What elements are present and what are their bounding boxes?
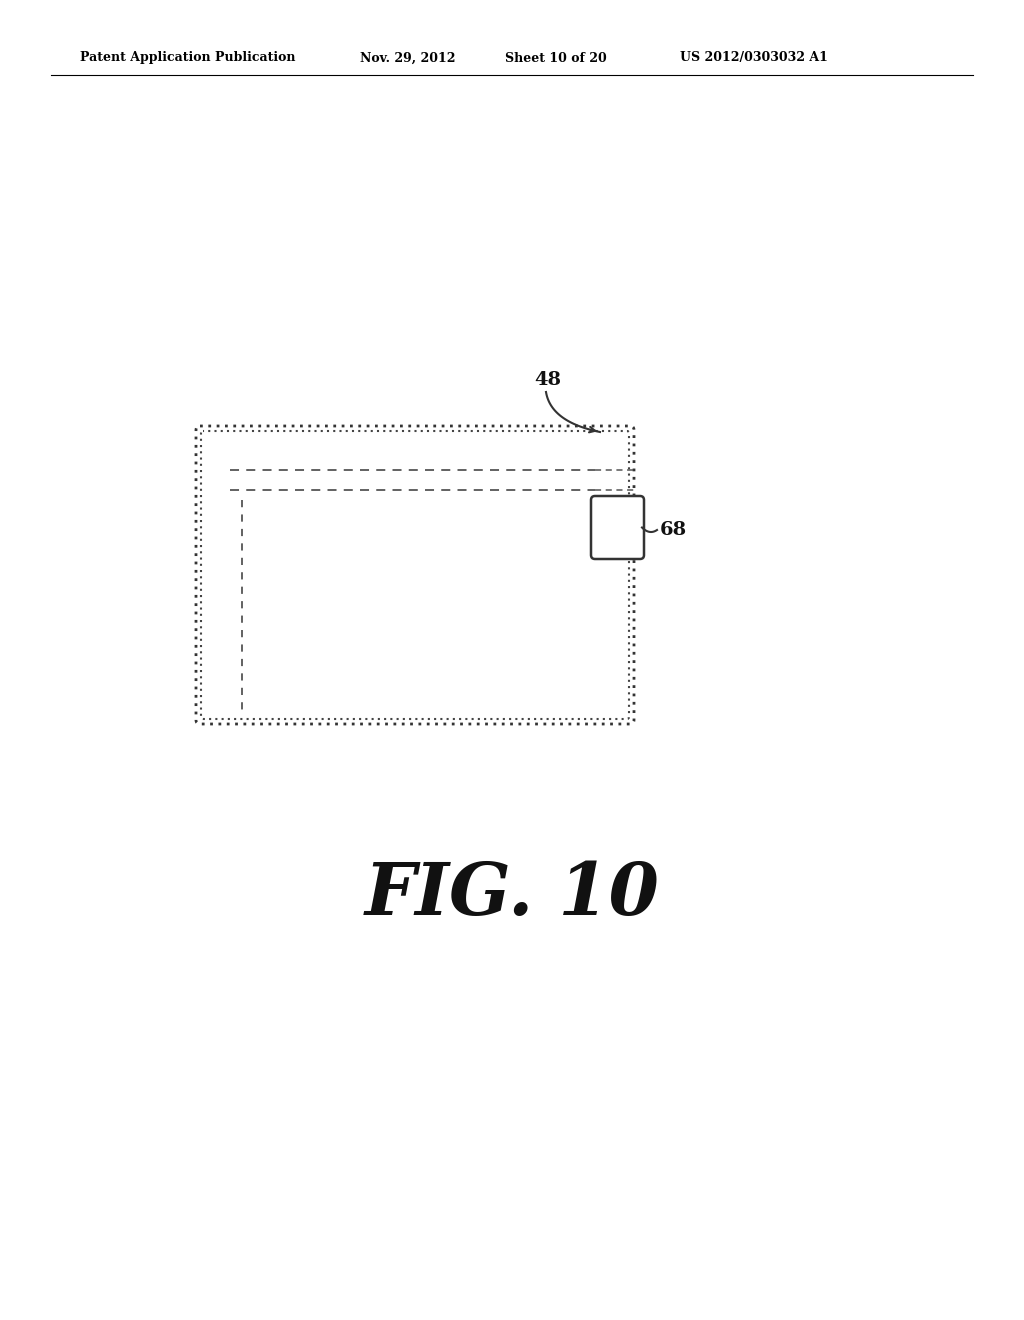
Text: 48: 48: [535, 371, 561, 389]
Text: US 2012/0303032 A1: US 2012/0303032 A1: [680, 51, 827, 65]
Text: Patent Application Publication: Patent Application Publication: [80, 51, 296, 65]
FancyBboxPatch shape: [196, 426, 634, 723]
Text: Nov. 29, 2012: Nov. 29, 2012: [360, 51, 456, 65]
Bar: [593, 506, 601, 549]
FancyBboxPatch shape: [591, 496, 644, 558]
Text: FIG. 10: FIG. 10: [365, 859, 659, 931]
Text: Sheet 10 of 20: Sheet 10 of 20: [505, 51, 607, 65]
Text: 68: 68: [660, 521, 687, 539]
